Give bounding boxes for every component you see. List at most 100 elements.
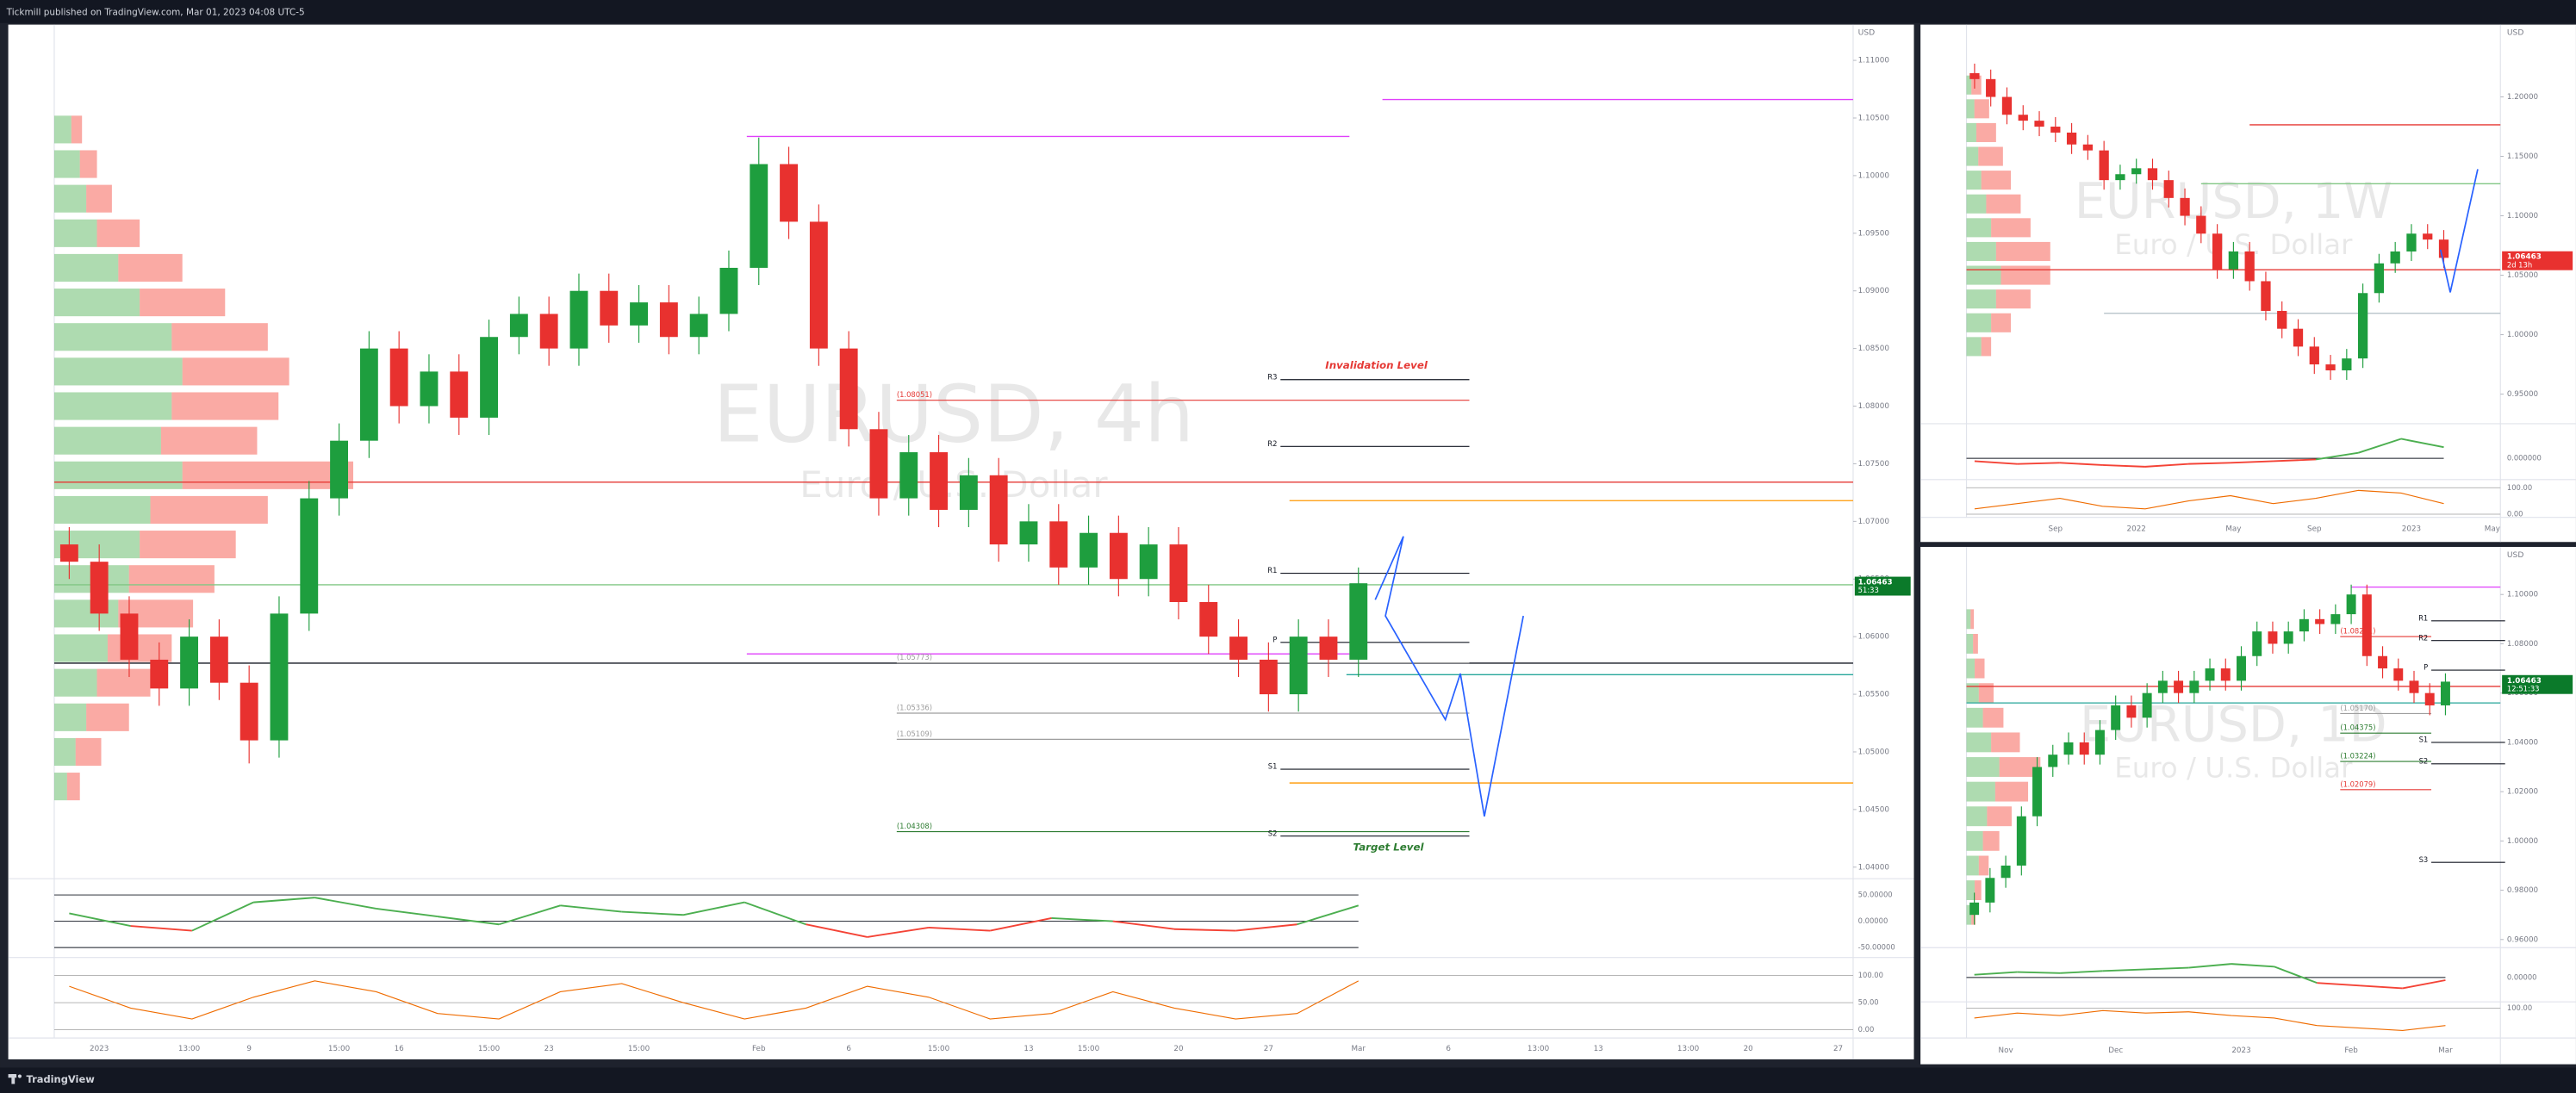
candle-body: [2315, 618, 2325, 624]
profile-buy: [1966, 265, 2001, 285]
profile-buy: [1966, 337, 1982, 357]
profile-buy: [53, 599, 119, 628]
candle-body: [2244, 251, 2255, 282]
osc-segment: [2188, 963, 2231, 969]
osc-segment: [2102, 463, 2145, 468]
header-bar: [0, 0, 2576, 23]
candle-body: [2277, 310, 2287, 329]
candle-body: [209, 637, 228, 683]
stoch-tick-label: 100.00: [2507, 1003, 2532, 1012]
x-tick-label: 20: [1173, 1045, 1183, 1053]
candle-body: [2361, 594, 2372, 656]
x-tick-label: 13:00: [178, 1045, 200, 1053]
y-tick-label: 1.09000: [1858, 287, 1889, 295]
stoch-line: [1974, 489, 2444, 510]
stoch-tick-label: 0.00: [2507, 509, 2523, 518]
profile-sell: [86, 184, 112, 213]
osc-segment: [1112, 920, 1175, 930]
profile-sell: [1991, 732, 2020, 753]
profile-sell: [1971, 75, 1982, 95]
currency: USD: [1858, 29, 1876, 38]
profile-buy: [53, 289, 140, 317]
x-tick-label: 15:00: [628, 1045, 650, 1053]
profile-buy: [53, 150, 80, 178]
osc-segment: [191, 901, 254, 932]
candle-body: [2094, 730, 2105, 755]
candle-body: [150, 659, 169, 689]
profile-buy: [1966, 633, 1974, 654]
profile-sell: [1994, 781, 2029, 802]
y-tick-label: 1.10000: [2507, 591, 2538, 599]
level-label: (1.05170): [2340, 704, 2375, 712]
candle-body: [780, 164, 798, 222]
profile-buy: [53, 184, 87, 213]
profile-sell: [1981, 337, 1992, 357]
x-tick-label: 15:00: [928, 1045, 949, 1053]
y-tick-label: 1.09500: [1858, 229, 1889, 238]
y-tick-label: 1.02000: [2507, 788, 2538, 797]
profile-sell: [1974, 99, 1989, 119]
candle-body: [569, 290, 588, 349]
candle-body: [2261, 281, 2271, 311]
osc-segment: [2359, 984, 2403, 990]
profile-sell: [1978, 146, 2003, 166]
profile-buy: [1966, 806, 1988, 827]
profile-sell: [1971, 904, 1976, 925]
profile-sell: [1991, 313, 2012, 332]
x-tick-label: 2022: [2127, 525, 2146, 534]
candle-body: [539, 314, 558, 349]
candle-body: [2252, 631, 2262, 656]
osc-segment: [806, 923, 868, 938]
watermark-title: EURUSD, 1W: [2075, 173, 2392, 230]
x-tick-label: 13:00: [1677, 1045, 1699, 1053]
profile-sell: [1975, 658, 1985, 679]
candle-body: [2157, 680, 2168, 693]
candle-body: [1019, 521, 1038, 545]
candle-body: [2293, 328, 2304, 347]
x-tick-label: 6: [846, 1045, 851, 1053]
candle-body: [1049, 521, 1068, 568]
level-label: (1.03224): [2340, 751, 2375, 760]
osc-segment: [2402, 979, 2446, 990]
profile-buy: [53, 634, 108, 662]
x-tick-label: 2023: [2231, 1046, 2250, 1055]
osc-segment: [1173, 928, 1236, 932]
pivot-label: R1: [1267, 566, 1277, 574]
y-tick-label: 1.10000: [2507, 212, 2538, 220]
candle-body: [959, 475, 978, 510]
x-tick-label: Dec: [2108, 1046, 2123, 1055]
osc-segment: [2144, 463, 2188, 468]
candle-body: [2374, 263, 2385, 294]
osc-segment: [2315, 451, 2359, 461]
osc-tick-label: -50.00000: [1858, 943, 1895, 952]
candle-body: [1986, 78, 1996, 97]
profile-sell: [182, 461, 354, 489]
profile-sell: [1995, 289, 2031, 309]
profile-sell: [1975, 880, 1982, 901]
y-tick-label: 1.05500: [1858, 691, 1889, 699]
profile-sell: [75, 737, 102, 767]
candle-body: [2212, 233, 2223, 270]
profile-sell: [66, 773, 80, 801]
profile-buy: [1966, 289, 1996, 309]
profile-sell: [1995, 241, 2050, 262]
profile-sell: [150, 495, 268, 525]
candle-body: [2220, 668, 2231, 681]
candle-body: [2142, 692, 2152, 718]
osc-segment: [1235, 923, 1297, 932]
x-tick-label: 15:00: [1078, 1045, 1099, 1053]
candle-body: [59, 544, 78, 562]
osc-segment: [2102, 968, 2146, 972]
profile-buy: [53, 703, 87, 731]
osc-segment: [376, 907, 439, 918]
candle-body: [2099, 150, 2109, 181]
osc-tick-label: 50.00000: [1858, 891, 1893, 899]
y-tick-label: 1.15000: [2507, 152, 2538, 161]
y-tick-label: 1.07500: [1858, 460, 1889, 469]
candle-body: [270, 613, 289, 741]
candle-body: [1139, 544, 1158, 580]
profile-buy: [1966, 830, 1983, 851]
x-tick-label: 6: [1446, 1045, 1451, 1053]
x-tick-label: Sep: [2049, 525, 2063, 534]
pivot-label: R2: [2418, 633, 2428, 642]
